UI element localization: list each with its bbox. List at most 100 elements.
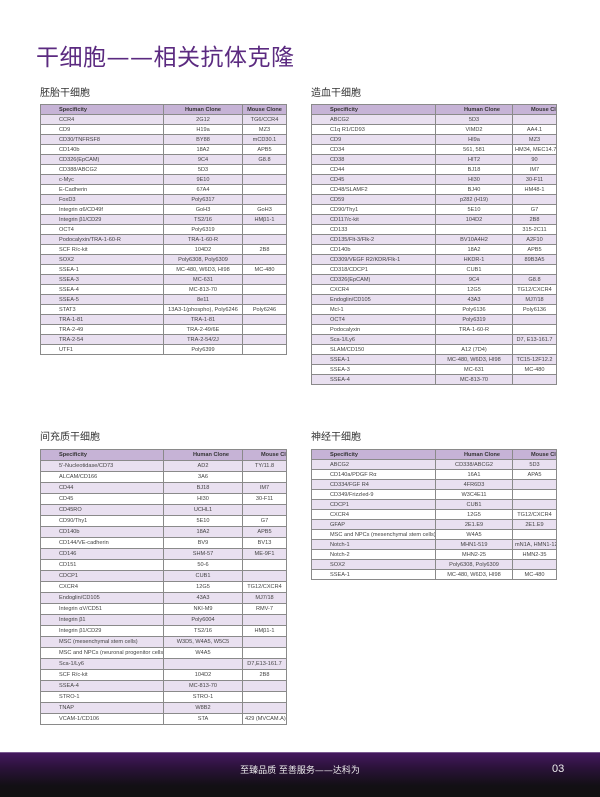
human-clone-cell: VIMD2 — [435, 124, 513, 135]
mouse-clone-cell — [512, 529, 557, 540]
mouse-clone-cell: IM7 — [242, 482, 287, 494]
mouse-clone-cell — [242, 274, 287, 285]
mouse-clone-cell: IM7 — [512, 164, 557, 175]
table-row: CD59 p282 (H19) — [311, 194, 557, 205]
specificity-cell: Endoglin/CD105 — [311, 294, 436, 305]
human-clone-cell: TRA-2-49/6E — [163, 324, 243, 335]
page-number: 03 — [552, 763, 565, 775]
table-row: CD117/c-kit 104D2 2B8 — [311, 214, 557, 225]
human-clone-cell: TRA-1-81 — [163, 314, 243, 325]
specificity-cell: STAT3 — [40, 304, 164, 315]
specificity-cell: CD9 — [40, 124, 164, 135]
mouse-clone-cell — [512, 324, 557, 335]
human-clone-cell: W3D5, W4A5, W5C5 — [163, 636, 243, 648]
human-clone-cell: W8B2 — [163, 702, 243, 714]
specificity-cell: CD44 — [311, 164, 436, 175]
table-row: Endoglin/CD105 43A3 MJ7/18 — [311, 294, 557, 305]
table-row: TNAP W8B2 — [40, 702, 287, 714]
mouse-clone-cell — [242, 636, 287, 648]
table-row: CDCP1 CUB1 — [40, 570, 287, 582]
human-clone-cell: HKDR-1 — [435, 254, 513, 265]
table-row: SSEA-4 MC-813-70 — [40, 284, 287, 295]
human-clone-cell: Poly6399 — [163, 344, 243, 355]
specificity-cell: CD146 — [40, 548, 164, 560]
human-clone-cell: HI30 — [163, 493, 243, 505]
human-clone-cell: 67A4 — [163, 184, 243, 195]
mouse-clone-cell — [512, 479, 557, 490]
human-clone-cell: CUB1 — [435, 499, 513, 510]
table-row: MSC and NPCs (neuronal progenitor cells)… — [40, 647, 287, 659]
mouse-clone-cell: TG6/CCR4 — [242, 114, 287, 125]
column-header-specificity: Specificity — [311, 104, 436, 115]
specificity-cell: CD140b — [40, 526, 164, 538]
table-row: SCF R/c-kit 104D2 2B8 — [40, 669, 287, 681]
table-row: UTF1 Poly6399 — [40, 344, 287, 355]
table-row: CD326(EpCAM) 9C4 G8.8 — [40, 154, 287, 165]
table-row: CD45 HI30 30-F11 — [311, 174, 557, 185]
specificity-cell: VCAM-1/CD106 — [40, 713, 164, 725]
human-clone-cell: Poly6136 — [435, 304, 513, 315]
footer-slogan: 至臻品质 至善服务——达科为 — [240, 766, 360, 776]
human-clone-cell: 16A1 — [435, 469, 513, 480]
table-row: CD146 SHM-57 ME-9F1 — [40, 548, 287, 560]
table-row: CD90/Thy1 5E10 G7 — [311, 204, 557, 215]
mouse-clone-cell — [512, 264, 557, 275]
human-clone-cell: 18A2 — [435, 244, 513, 255]
specificity-cell: CD349/Frizzled-9 — [311, 489, 436, 500]
human-clone-cell: 2E1.E9 — [435, 519, 513, 530]
column-header-mouse-clone: Mouse Clone — [242, 104, 287, 115]
table-row: TRA-2-49 TRA-2-49/6E — [40, 324, 287, 335]
mouse-clone-cell — [242, 334, 287, 345]
specificity-cell: TRA-2-54 — [40, 334, 164, 345]
table-row: Integrin αV/CD51 NKI-M9 RMV-7 — [40, 603, 287, 615]
human-clone-cell: AD2 — [163, 460, 243, 472]
mouse-clone-cell — [242, 234, 287, 245]
specificity-cell: MSC (mesenchymal stem cells) — [40, 636, 164, 648]
table-row: C1q R1/CD93 VIMD2 AA4.1 — [311, 124, 557, 135]
table-row: E-Cadherin 67A4 — [40, 184, 287, 195]
section-heading-hematopoietic: 造血干细胞 — [311, 88, 361, 99]
human-clone-cell: 3A6 — [163, 471, 243, 483]
human-clone-cell: MC-813-70 — [435, 374, 513, 385]
mouse-clone-cell: ME-9F1 — [242, 548, 287, 560]
specificity-cell: Endoglin/CD105 — [40, 592, 164, 604]
table-row: CD133 315-2C11 — [311, 224, 557, 235]
human-clone-cell: UCHL1 — [163, 504, 243, 516]
mouse-clone-cell — [242, 224, 287, 235]
mouse-clone-cell — [512, 489, 557, 500]
human-clone-cell: HIT2 — [435, 154, 513, 165]
mouse-clone-cell: 30-F11 — [512, 174, 557, 185]
mouse-clone-cell: mCD30.1 — [242, 134, 287, 145]
mouse-clone-cell: 30-F11 — [242, 493, 287, 505]
table-row: CD309/VEGF R2/KDR/Flk-1 HKDR-1 89B3A5 — [311, 254, 557, 265]
mouse-clone-cell: Poly6246 — [242, 304, 287, 315]
specificity-cell: SSEA-3 — [311, 364, 436, 375]
table-row: CD318/CDCP1 CUB1 — [311, 264, 557, 275]
specificity-cell: TRA-1-81 — [40, 314, 164, 325]
mouse-clone-cell: D7,E13-161.7 — [242, 658, 287, 670]
table-row: Integrin β1/CD29 TS2/16 HMβ1-1 — [40, 214, 287, 225]
specificity-cell: Podocalyxin — [311, 324, 436, 335]
specificity-cell: CD388/ABCG2 — [40, 164, 164, 175]
mouse-clone-cell: GoH3 — [242, 204, 287, 215]
footer-bar: 至臻品质 至善服务——达科为 03 — [0, 752, 600, 797]
table-row: CCR4 2G12 TG6/CCR4 — [40, 114, 287, 125]
table-row: CD34 561, 581 HM34, MEC14.7 — [311, 144, 557, 155]
specificity-cell: TRA-2-49 — [40, 324, 164, 335]
human-clone-cell: A12 (7D4) — [435, 344, 513, 355]
human-clone-cell: BV10A4H2 — [435, 234, 513, 245]
table-row: CD334/FGF R4 4FR6D3 — [311, 479, 557, 490]
specificity-cell: CD45RO — [40, 504, 164, 516]
specificity-cell: CD90/Thy1 — [40, 515, 164, 527]
mouse-clone-cell: TG12/CXCR4 — [512, 284, 557, 295]
mouse-clone-cell: AA4.1 — [512, 124, 557, 135]
mouse-clone-cell: 5D3 — [512, 459, 557, 470]
mouse-clone-cell: 2B8 — [242, 244, 287, 255]
specificity-cell: C1q R1/CD93 — [311, 124, 436, 135]
human-clone-cell: MC-480, W6D3, HI98 — [435, 354, 513, 365]
table-row: CD44 BJ18 IM7 — [311, 164, 557, 175]
specificity-cell: Sca-1/Ly6 — [40, 658, 164, 670]
table-row: CD48/SLAMF2 BJ40 HM48-1 — [311, 184, 557, 195]
specificity-cell: CD135/Flt-3/Flk-2 — [311, 234, 436, 245]
